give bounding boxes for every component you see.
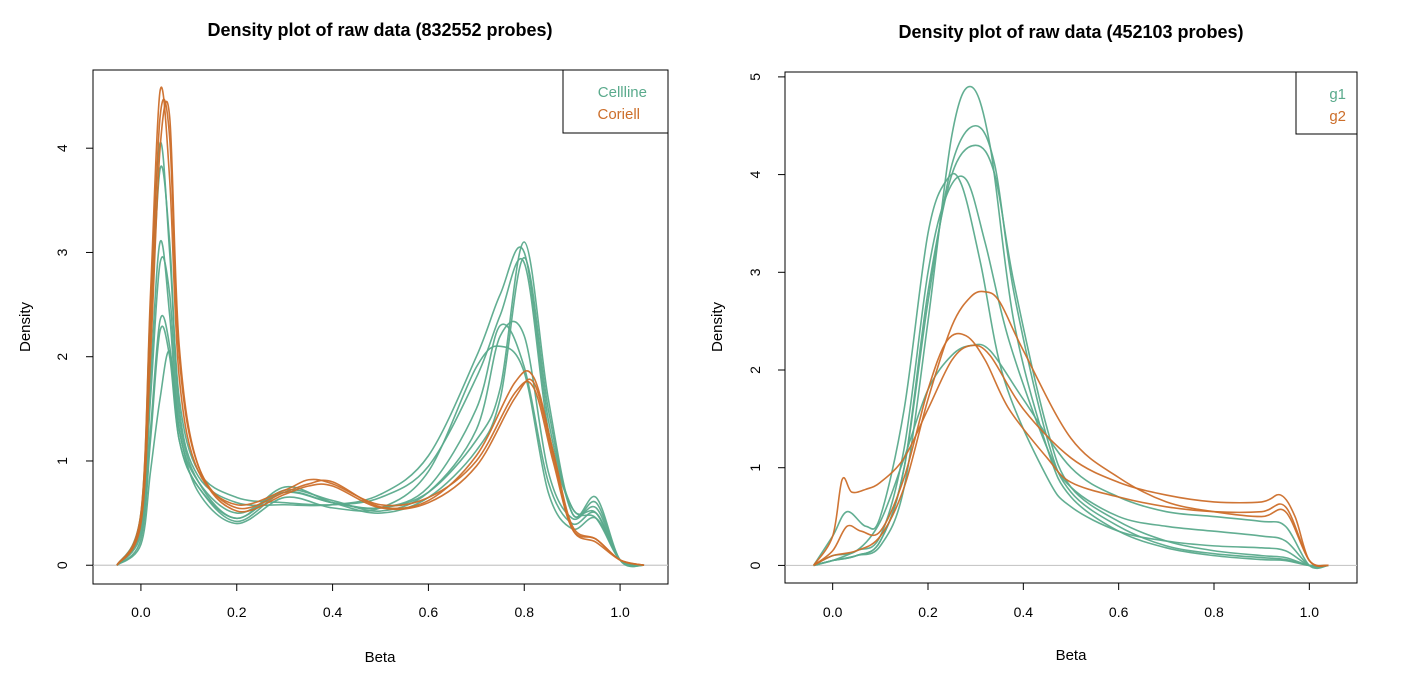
- chart-1-x-tick-label-5: 1.0: [610, 604, 630, 620]
- chart-2-legend-label-g2: g2: [1329, 108, 1346, 125]
- chart-2-series-group: [812, 85, 1329, 570]
- chart-1-y-tick-label-3: 3: [54, 248, 70, 256]
- chart-1-series-line-6: [116, 323, 645, 567]
- chart-2-series-line-8: [813, 332, 1329, 568]
- chart-1-title: Density plot of raw data (832552 probes): [207, 20, 552, 40]
- chart-panel-2: Density plot of raw data (452103 probes)…: [709, 22, 1358, 664]
- chart-1-y-tick-label-0: 0: [54, 561, 70, 569]
- chart-2-series-line-3: [813, 144, 1329, 567]
- chart-2-legend-label-g1: g1: [1329, 86, 1346, 103]
- chart-2-y-tick-label-0: 0: [747, 561, 763, 569]
- chart-2-y-tick-label-5: 5: [747, 73, 763, 81]
- chart-2-series-line-4: [812, 172, 1329, 568]
- chart-1-series-line-5: [116, 314, 645, 567]
- chart-1-y-tick-label-1: 1: [54, 457, 70, 465]
- chart-2-title: Density plot of raw data (452103 probes): [898, 22, 1243, 42]
- chart-1-y-axis: 0 1 2 3 4: [54, 144, 94, 569]
- chart-2-y-axis: 0 1 2 3 4 5: [747, 73, 786, 569]
- chart-2-y-tick-label-1: 1: [747, 464, 763, 472]
- chart-1-x-tick-label-3: 0.6: [419, 604, 439, 620]
- chart-2-y-tick-label-4: 4: [747, 170, 763, 178]
- chart-1-legend-label-coriell: Coriell: [597, 106, 640, 123]
- chart-2-x-tick-label-3: 0.6: [1109, 604, 1129, 620]
- chart-2-x-tick-label-1: 0.2: [918, 604, 938, 620]
- chart-2-x-tick-label-5: 1.0: [1300, 604, 1320, 620]
- chart-2-series-line-2: [813, 124, 1329, 567]
- chart-1-series-line-9: [116, 98, 645, 567]
- chart-1-y-tick-label-2: 2: [54, 353, 70, 361]
- chart-2-y-tick-label-3: 3: [747, 268, 763, 276]
- chart-1-y-tick-label-4: 4: [54, 144, 70, 152]
- chart-1-x-axis-label: Beta: [365, 649, 397, 666]
- chart-1-x-tick-label-1: 0.2: [227, 604, 247, 620]
- chart-1-series-group: [116, 86, 645, 568]
- chart-1-x-tick-label-2: 0.4: [323, 604, 343, 620]
- chart-2-x-tick-label-4: 0.8: [1204, 604, 1224, 620]
- chart-2-y-tick-label-2: 2: [747, 366, 763, 374]
- chart-1-series-line-10: [116, 100, 645, 567]
- chart-2-series-line-1: [813, 85, 1329, 567]
- chart-2-x-tick-label-0: 0.0: [823, 604, 843, 620]
- chart-1-legend-box: [562, 69, 669, 134]
- chart-1-y-axis-label: Density: [17, 301, 34, 352]
- chart-2-legend-box: [1295, 71, 1358, 135]
- chart-2-series-line-5: [813, 175, 1329, 568]
- chart-1-x-tick-label-4: 0.8: [515, 604, 535, 620]
- chart-2-x-axis: 0.0 0.2 0.4 0.6 0.8 1.0: [823, 582, 1320, 620]
- chart-1-x-tick-label-0: 0.0: [131, 604, 151, 620]
- chart-2-y-axis-label: Density: [709, 301, 726, 352]
- chart-2-series-line-7: [812, 344, 1329, 567]
- chart-1-series-line-8: [116, 86, 645, 567]
- chart-1-series-line-4: [116, 256, 645, 568]
- chart-2-legend: g1 g2: [1295, 71, 1358, 135]
- chart-panel-1: Density plot of raw data (832552 probes)…: [17, 20, 669, 666]
- chart-2-series-line-6: [813, 343, 1329, 570]
- chart-2-x-axis-label: Beta: [1056, 647, 1088, 664]
- chart-1-legend-label-cellline: Cellline: [598, 84, 647, 101]
- chart-2-series-line-9: [813, 290, 1329, 567]
- chart-1-series-line-7: [116, 345, 645, 567]
- chart-1-legend: Cellline Coriell: [562, 69, 669, 134]
- chart-2-x-tick-label-2: 0.4: [1014, 604, 1034, 620]
- chart-1-x-axis: 0.0 0.2 0.4 0.6 0.8 1.0: [131, 583, 630, 620]
